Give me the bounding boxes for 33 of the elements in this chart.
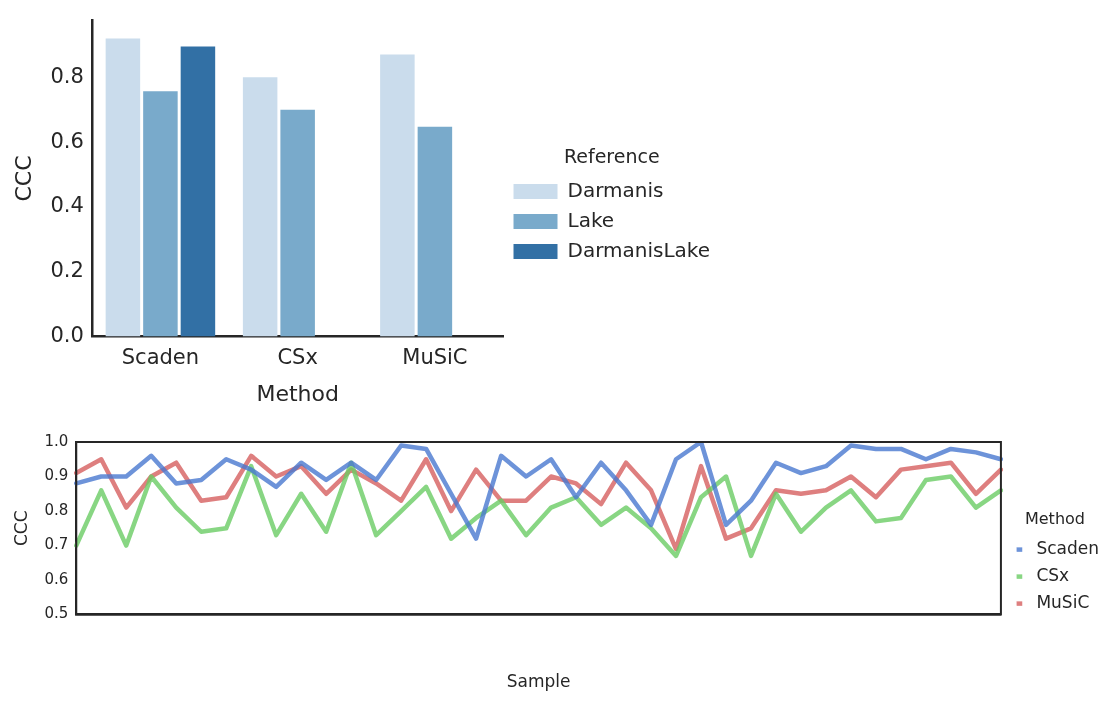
y-tick-label: 0.6 [50, 128, 84, 153]
x-axis-title: Sample [506, 671, 571, 692]
y-tick-label: 0.4 [50, 193, 84, 218]
y-tick-label: 0.5 [44, 604, 69, 623]
legend-label: Darmanis [567, 177, 664, 202]
bar [105, 38, 141, 337]
bar [180, 46, 216, 337]
bar [380, 54, 415, 337]
legend-label: Scaden [1036, 538, 1100, 559]
y-axis-title: CCC [10, 155, 36, 202]
y-tick-label: 0.8 [50, 63, 84, 88]
x-tick-label: MuSiC [402, 345, 468, 370]
bar [143, 91, 178, 337]
legend-label: DarmanisLake [567, 237, 711, 262]
bar [242, 77, 278, 337]
x-tick-label: Scaden [121, 345, 200, 370]
bar [280, 109, 315, 337]
y-tick-label: 0.0 [50, 322, 84, 347]
y-tick-label: 0.8 [44, 500, 69, 519]
y-tick-label: 0.2 [50, 258, 84, 283]
y-tick-label: 0.9 [44, 466, 69, 485]
x-tick-label: CSx [277, 345, 318, 370]
y-axis-title: CCC [10, 510, 31, 547]
legend-label: MuSiC [1036, 592, 1090, 613]
legend-label: Lake [567, 207, 615, 232]
y-tick-label: 1.0 [44, 431, 69, 450]
y-tick-label: 0.7 [44, 535, 69, 554]
legend-title: Reference [563, 145, 660, 168]
x-axis-title: Method [256, 380, 339, 406]
y-tick-label: 0.6 [44, 569, 69, 588]
bar [417, 126, 453, 337]
legend-title: Method [1024, 509, 1085, 529]
legend-label: CSx [1036, 565, 1070, 586]
